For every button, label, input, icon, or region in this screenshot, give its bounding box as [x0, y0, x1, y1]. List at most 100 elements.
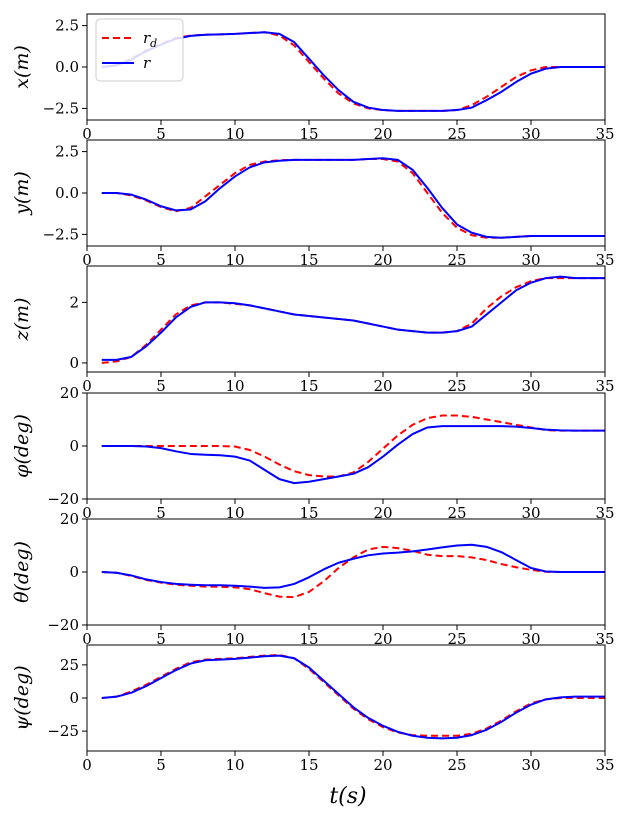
- x-tick-label: 20: [373, 504, 392, 522]
- legend-label-rd: rd: [143, 29, 157, 50]
- y-tick-label: −2.5: [43, 225, 79, 243]
- y-tick-label: −20: [47, 616, 79, 634]
- y-tick-label: 20: [60, 384, 79, 402]
- axes-frame: [86, 392, 606, 500]
- x-tick-label: 30: [521, 377, 540, 395]
- x-axis-label: t(s): [329, 784, 366, 809]
- y-tick-label: 0.0: [55, 58, 79, 76]
- axes-frame: [86, 644, 606, 752]
- x-tick-label: 5: [156, 756, 166, 774]
- series-r-line: [101, 654, 605, 740]
- x-tick-label: 25: [447, 125, 466, 143]
- series-rd-line: [101, 277, 605, 364]
- x-tick-label: 35: [595, 504, 614, 522]
- x-tick-label: 25: [447, 630, 466, 648]
- x-tick-label: 20: [373, 251, 392, 269]
- y-tick-label: 20: [60, 510, 79, 528]
- legend-box: [95, 18, 184, 82]
- x-tick-label: 5: [156, 504, 166, 522]
- x-tick-label: 15: [299, 504, 318, 522]
- x-tick-label: 25: [447, 251, 466, 269]
- x-tick-label: 20: [373, 756, 392, 774]
- x-tick-label: 0: [82, 377, 92, 395]
- y-axis-label: ψ(deg): [11, 665, 33, 730]
- x-tick-label: 35: [595, 377, 614, 395]
- y-tick-label: 0.0: [55, 184, 79, 202]
- x-tick-label: 10: [225, 756, 244, 774]
- y-tick-label: 0: [69, 689, 79, 707]
- series-rd-line: [101, 158, 605, 239]
- y-tick-label: 0: [69, 354, 79, 372]
- y-axis-label: φ(deg): [11, 414, 33, 478]
- x-tick-label: 25: [447, 377, 466, 395]
- x-tick-label: 15: [299, 377, 318, 395]
- x-tick-label: 5: [156, 630, 166, 648]
- y-tick-label: −20: [47, 490, 79, 508]
- x-tick-label: 15: [299, 125, 318, 143]
- x-tick-label: 35: [595, 125, 614, 143]
- series-r-line: [101, 275, 605, 361]
- x-tick-label: 10: [225, 251, 244, 269]
- y-axis-label: θ(deg): [11, 541, 33, 603]
- x-tick-label: 10: [225, 377, 244, 395]
- subplot-2: 0 5 10 15 20 25 30 35 2.5 0.0 −2.5 y(m): [11, 139, 615, 269]
- series-rd-line: [101, 653, 605, 737]
- series-r-line: [101, 31, 605, 112]
- x-tick-label: 10: [225, 504, 244, 522]
- series-r-line: [101, 425, 605, 485]
- x-tick-label: 5: [156, 377, 166, 395]
- series-r-line: [101, 157, 605, 239]
- x-tick-label: 5: [156, 251, 166, 269]
- x-tick-label: 30: [521, 756, 540, 774]
- axes-frame: [86, 518, 606, 626]
- x-tick-label: 0: [82, 630, 92, 648]
- y-axis-label: x(m): [11, 45, 33, 89]
- x-tick-label: 30: [521, 504, 540, 522]
- subplot-1: 0 5 10 15 20 25 30 35 2.5 0.0 −2.5 x(m) rd r: [11, 13, 615, 143]
- x-tick-label: 20: [373, 125, 392, 143]
- x-tick-label: 30: [521, 251, 540, 269]
- y-tick-label: −25: [47, 722, 79, 740]
- x-tick-label: 5: [156, 125, 166, 143]
- y-tick-label: 2: [69, 293, 79, 311]
- x-tick-label: 15: [299, 251, 318, 269]
- y-axis-label: y(m): [11, 171, 33, 216]
- x-tick-label: 0: [82, 251, 92, 269]
- series-r-line: [101, 543, 605, 589]
- x-tick-label: 0: [82, 125, 92, 143]
- x-tick-label: 35: [595, 630, 614, 648]
- x-tick-label: 20: [373, 377, 392, 395]
- x-tick-label: 10: [225, 630, 244, 648]
- y-tick-label: 2.5: [55, 143, 79, 161]
- y-axis-label: z(m): [11, 298, 33, 342]
- x-tick-label: 0: [82, 504, 92, 522]
- series-rd-line: [101, 545, 605, 599]
- x-tick-label: 20: [373, 630, 392, 648]
- x-tick-label: 25: [447, 756, 466, 774]
- x-tick-label: 35: [595, 756, 614, 774]
- legend: rd r: [95, 18, 184, 82]
- legend-label-r: r: [143, 54, 151, 72]
- x-tick-label: 0: [82, 756, 92, 774]
- x-tick-label: 35: [595, 251, 614, 269]
- y-tick-label: 2.5: [55, 17, 79, 35]
- axes-frame: [86, 265, 606, 373]
- x-tick-label: 10: [225, 125, 244, 143]
- axes-frame: [86, 139, 606, 247]
- y-tick-label: 0: [69, 437, 79, 455]
- x-tick-label: 15: [299, 630, 318, 648]
- x-tick-label: 30: [521, 630, 540, 648]
- x-tick-label: 25: [447, 504, 466, 522]
- series-rd-line: [101, 414, 605, 478]
- y-tick-label: 0: [69, 563, 79, 581]
- x-tick-label: 30: [521, 125, 540, 143]
- x-tick-label: 15: [299, 756, 318, 774]
- y-tick-label: −2.5: [43, 99, 79, 117]
- y-tick-label: 25: [60, 656, 79, 674]
